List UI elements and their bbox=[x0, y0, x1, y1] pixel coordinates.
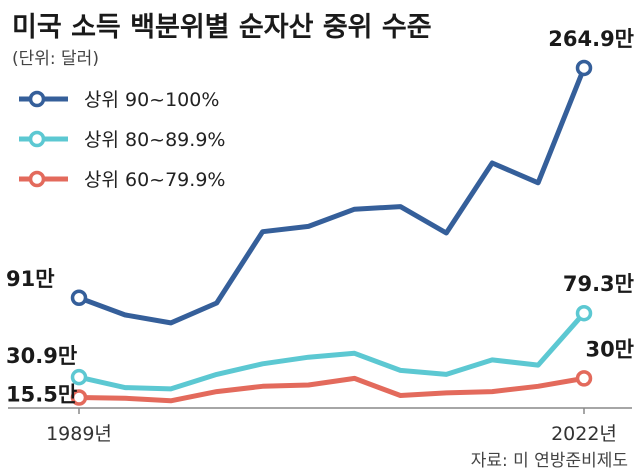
legend-marker-0 bbox=[28, 90, 46, 108]
chart-unit: (단위: 달러) bbox=[12, 49, 99, 69]
series-0-start-label: 91만 bbox=[6, 267, 55, 291]
chart-source: 자료: 미 연방준비제도 bbox=[471, 451, 628, 471]
series-2-point-11 bbox=[575, 370, 593, 387]
series-1-point-11 bbox=[575, 304, 593, 322]
series-0-end-label: 264.9만 bbox=[548, 27, 634, 51]
series-1-point-0 bbox=[70, 368, 88, 386]
series-1-end-label: 79.3만 bbox=[563, 272, 634, 296]
series-lines bbox=[76, 65, 587, 404]
legend-label-0: 상위 90~100% bbox=[84, 89, 219, 111]
series-1-start-label: 30.9만 bbox=[6, 344, 77, 368]
series-0-point-0 bbox=[70, 289, 88, 306]
series-2-start-label: 15.5만 bbox=[6, 383, 77, 407]
series-line-1 bbox=[76, 310, 587, 392]
x-tick-label-1: 2022년 bbox=[551, 423, 617, 445]
series-line-0 bbox=[76, 65, 587, 326]
legend-label-2: 상위 60~79.9% bbox=[84, 169, 225, 191]
series-2-point-0 bbox=[70, 389, 88, 406]
series-0-point-11 bbox=[575, 59, 593, 77]
chart-title: 미국 소득 백분위별 순자산 중위 수준 bbox=[12, 12, 432, 43]
series-line-2 bbox=[76, 375, 587, 404]
x-tick-label-0: 1989년 bbox=[46, 423, 112, 445]
legend-label-1: 상위 80~89.9% bbox=[84, 129, 225, 151]
legend-marker-2 bbox=[28, 170, 46, 188]
legend-marker-1 bbox=[28, 130, 46, 148]
x-axis-ticks: 1989년 2022년 bbox=[46, 408, 617, 445]
series-points bbox=[70, 59, 593, 406]
series-2-end-label: 30만 bbox=[585, 337, 634, 361]
value-labels: 91만 264.9만 30.9만 79.3만 15.5만 30만 bbox=[6, 27, 634, 407]
legend: 상위 90~100% 상위 80~89.9% 상위 60~79.9% bbox=[19, 89, 225, 191]
